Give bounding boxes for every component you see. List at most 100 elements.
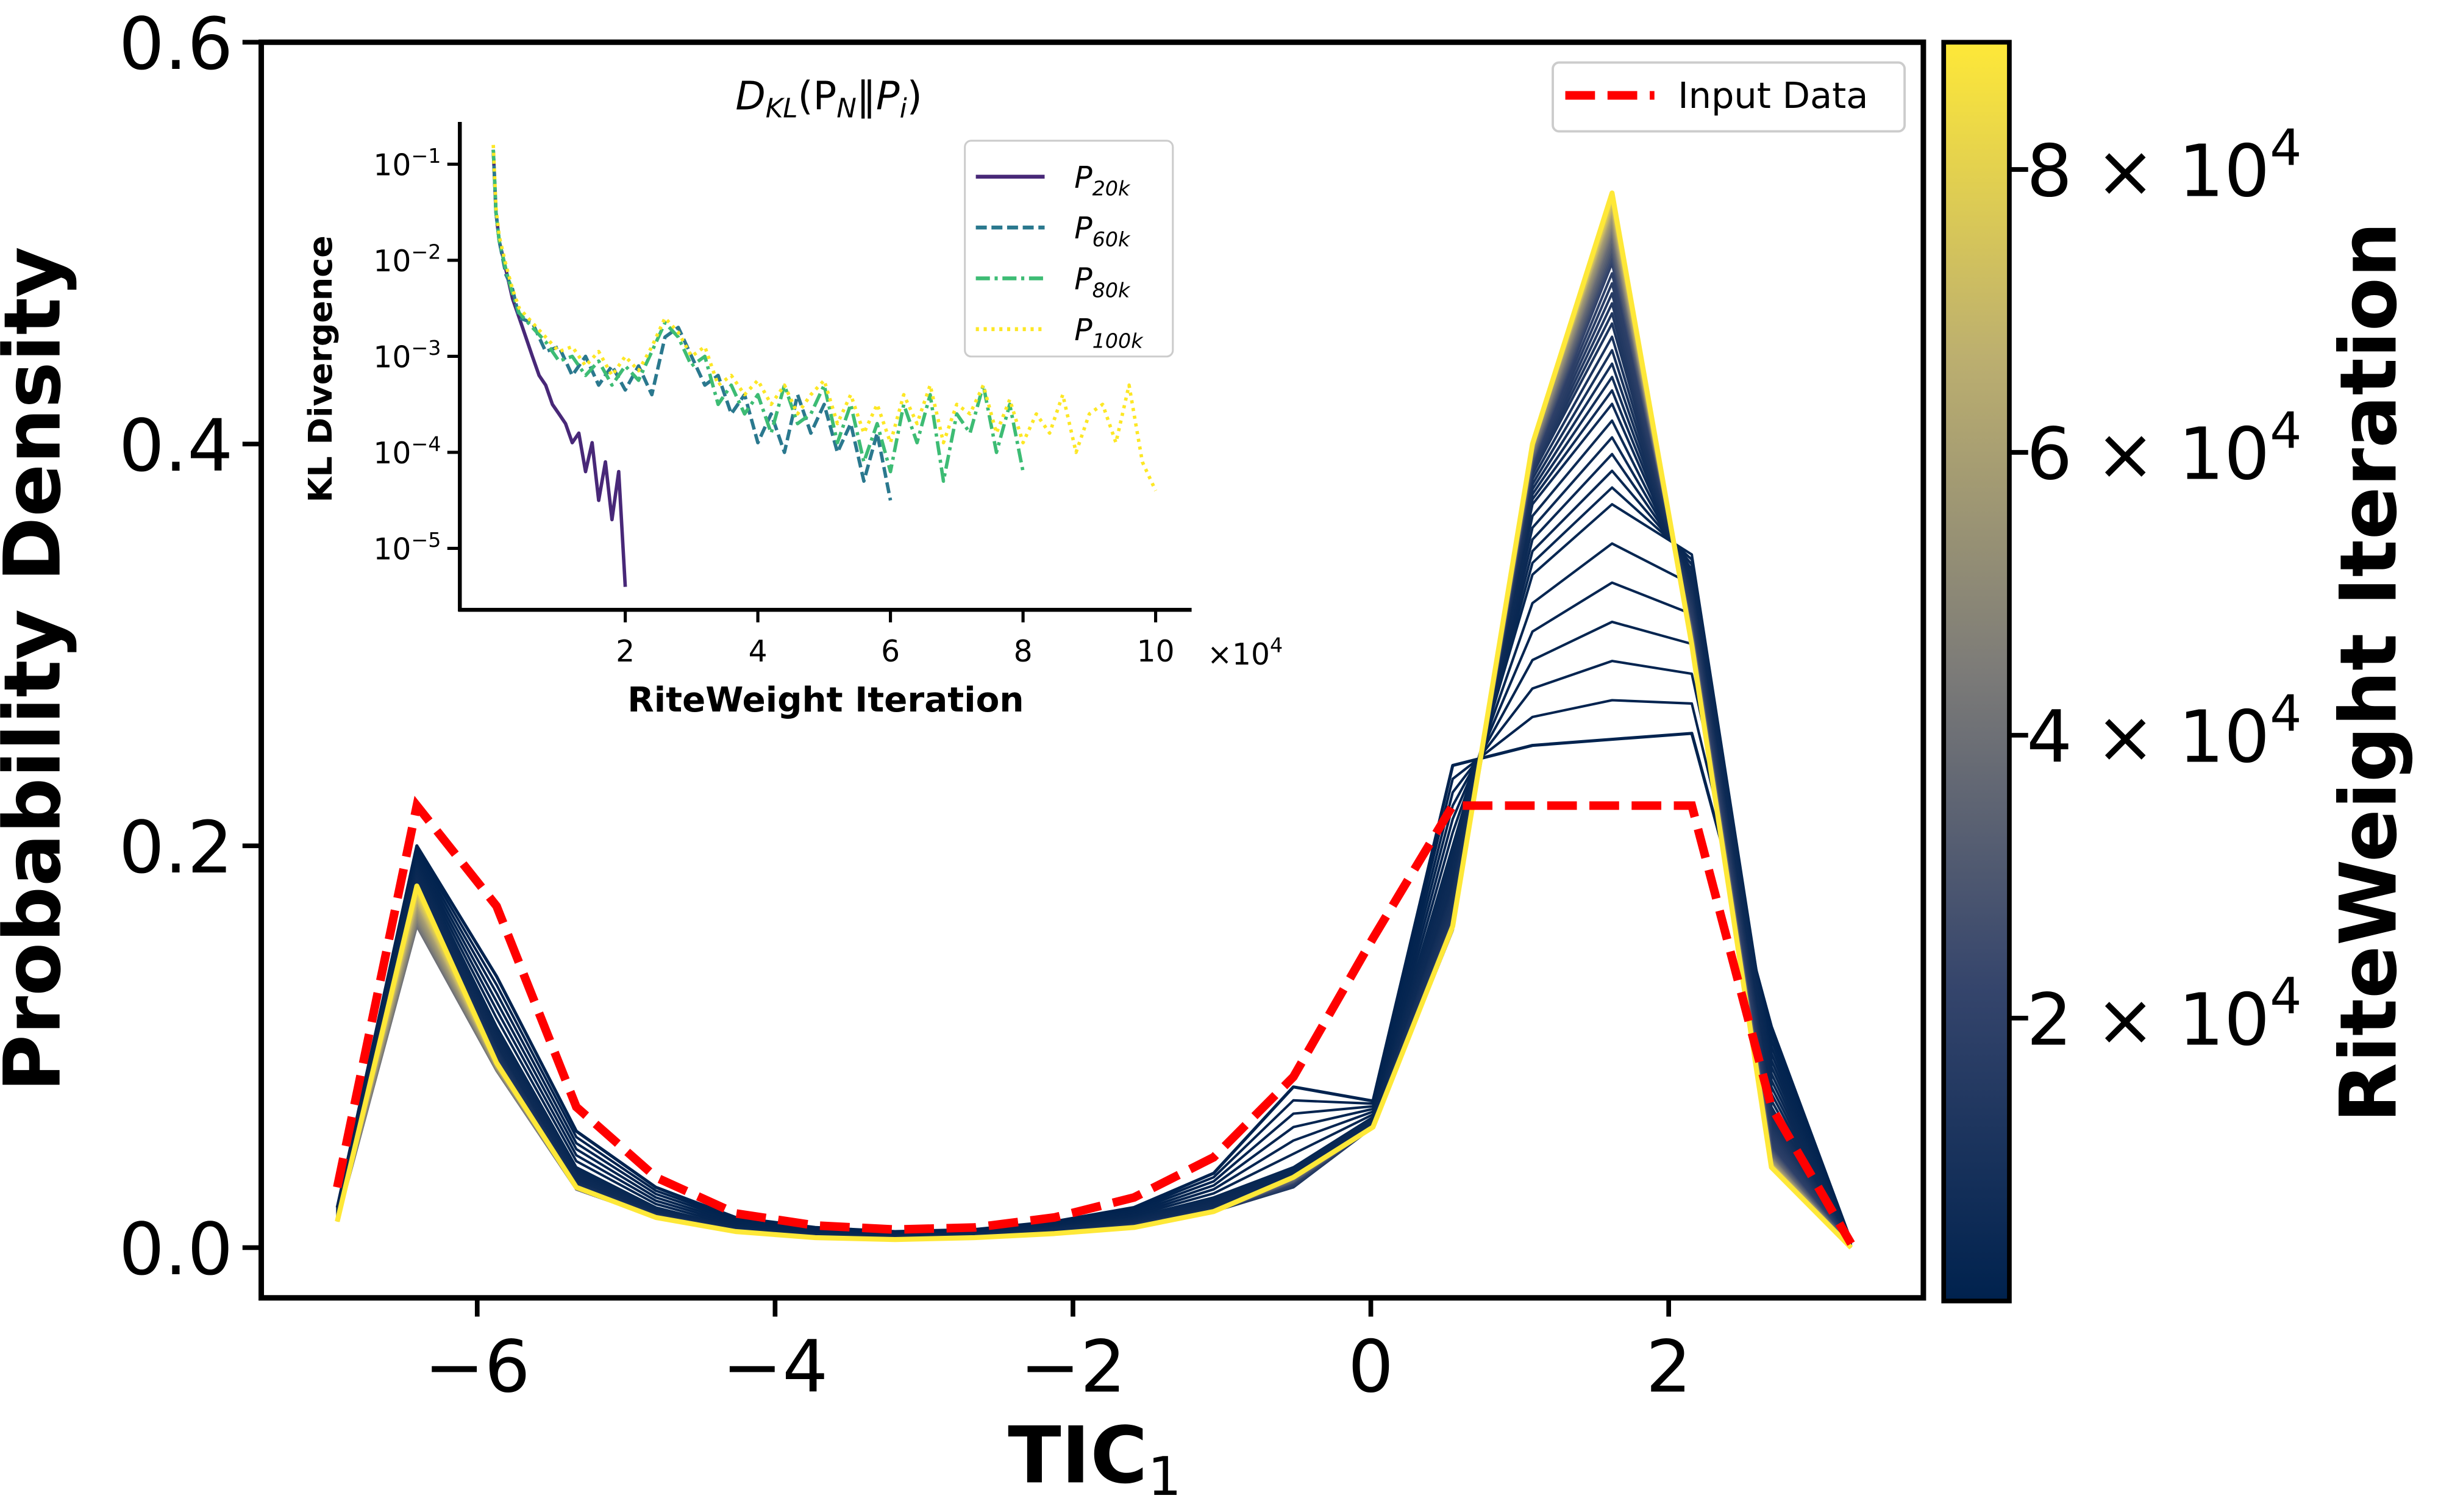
x-axis-label-main: TIC	[1008, 1410, 1147, 1501]
legend-label-sub: 60k	[1092, 227, 1131, 251]
colorbar-tick-label: 4 × 104	[2026, 685, 2301, 779]
x-axis-label-subscript: 1	[1147, 1446, 1181, 1508]
cbar-exp: 4	[2270, 119, 2301, 177]
iteration-curve	[336, 542, 1853, 1243]
inset-x-axis-label: RiteWeight Iteration	[627, 680, 1024, 720]
iteration-curve	[336, 282, 1853, 1247]
inset-y-tick-label: 10−5	[373, 528, 441, 567]
y-tick-label: 0.0	[119, 1207, 233, 1291]
inset-x-tick-label: 2	[616, 635, 635, 669]
cbar-times: ×	[2072, 978, 2178, 1062]
cbar-mant: 4	[2026, 695, 2072, 779]
cbar-times: ×	[2072, 695, 2178, 779]
y-tick-label: 0.6	[119, 2, 233, 86]
t7: )	[907, 74, 922, 119]
kl-line-20k	[491, 149, 627, 587]
legend-label-main: P	[1074, 313, 1092, 348]
cbar-base: 10	[2178, 412, 2270, 496]
inset-x-scale-label: ×104	[1207, 633, 1283, 672]
inset-y-axis-label: KL Divergence	[301, 235, 340, 502]
input-data-line	[333, 796, 1855, 1246]
cbar-base: 10	[2178, 129, 2270, 213]
t1: D	[735, 74, 765, 119]
iteration-curve	[336, 292, 1853, 1247]
inset-legend-label-80k: P80k	[1074, 262, 1131, 302]
kl-line-100k	[491, 144, 1158, 492]
kl-line-60k	[491, 149, 893, 501]
x-tick-label: −2	[1020, 1325, 1126, 1409]
t2: KL	[766, 93, 798, 124]
cbar-base: 10	[2178, 695, 2270, 779]
cbar-exp: 4	[2270, 402, 2301, 460]
legend-label-sub: 80k	[1092, 278, 1131, 302]
iteration-curve	[336, 215, 1852, 1249]
y-tick-label: 0.2	[119, 805, 233, 890]
cbar-exp: 4	[2270, 968, 2301, 1025]
colorbar-tick-label: 6 × 104	[2026, 402, 2301, 496]
x-tick-label: 2	[1646, 1325, 1692, 1409]
inset-x-tick-label: 8	[1014, 635, 1033, 669]
iteration-curve	[336, 620, 1853, 1243]
kl-line-80k	[491, 149, 1025, 483]
y-axis-label: Probability Density	[0, 246, 79, 1092]
t3: (P	[798, 74, 837, 119]
x-tick-label: −4	[722, 1325, 828, 1409]
iteration-curve	[336, 241, 1852, 1248]
inset-y-tick-label: 10−4	[373, 432, 441, 471]
x-axis-label: TIC1	[1008, 1410, 1181, 1508]
legend-label-main: P	[1074, 262, 1092, 296]
x-tick-label: −6	[424, 1325, 530, 1409]
iteration-curves	[335, 190, 1853, 1250]
cbar-exp: 4	[2270, 685, 2301, 743]
inset-x-tick-label: 4	[749, 635, 768, 669]
legend-label-sub: 20k	[1092, 177, 1131, 201]
inset-x-scale-base: ×10	[1207, 638, 1270, 672]
inset-y-tick-base: 10	[373, 244, 411, 279]
inset-legend-label-100k: P100k	[1074, 313, 1144, 353]
inset-x-ticks: 2 4 6 8 10	[616, 610, 1175, 669]
inset-x-tick-label: 10	[1137, 635, 1175, 669]
main-plot: −6 −4 −2 0 2 0.0 0.2 0.4 0.6 Probability Densit…	[0, 2, 1926, 1508]
iteration-curve	[336, 402, 1853, 1244]
legend-input-data-label: Input Data	[1678, 74, 1868, 116]
cbar-base: 10	[2178, 978, 2270, 1062]
inset-kl-lines	[491, 144, 1158, 587]
inset-y-tick-label: 10−3	[373, 336, 441, 375]
iteration-curve	[336, 699, 1853, 1243]
y-tick-label: 0.4	[119, 404, 233, 488]
cbar-times: ×	[2072, 412, 2178, 496]
inset-x-tick-label: 6	[881, 635, 900, 669]
inset-y-tick-exp: −5	[411, 528, 441, 552]
legend-label-main: P	[1074, 161, 1092, 195]
legend-label-sub: 100k	[1092, 329, 1144, 353]
colorbar-tick-label: 2 × 104	[2026, 968, 2301, 1061]
inset-y-tick-exp: −2	[411, 240, 441, 263]
cbar-mant: 2	[2026, 978, 2072, 1062]
cbar-times: ×	[2072, 129, 2178, 213]
main-legend: Input Data	[1552, 61, 1906, 133]
t6: i	[900, 93, 907, 124]
inset-y-tick-label: 10−2	[373, 240, 441, 279]
inset-legend-box	[964, 140, 1174, 358]
iteration-curve	[335, 190, 1853, 1250]
inset-y-tick-label: 10−1	[373, 144, 441, 183]
inset-y-tick-exp: −1	[411, 144, 441, 168]
inset-y-tick-exp: −3	[411, 336, 441, 360]
legend-label-main: P	[1074, 212, 1092, 246]
t4: N	[836, 93, 857, 124]
inset-x-scale-exp: 4	[1270, 633, 1283, 657]
iteration-curve	[335, 732, 1853, 1243]
colorbar-tick-label: 8 × 104	[2026, 119, 2301, 213]
colorbar-gradient	[1941, 40, 2012, 1303]
iteration-curve	[336, 660, 1853, 1243]
inset-plot: 2 4 6 8 10 10−110−210−310−410−5 ×104 RiteWei…	[301, 74, 1283, 720]
main-axes-frame	[258, 39, 1926, 1301]
inset-legend-label-60k: P60k	[1074, 212, 1131, 251]
inset-y-tick-base: 10	[373, 340, 411, 374]
inset-y-tick-exp: −4	[411, 432, 441, 455]
